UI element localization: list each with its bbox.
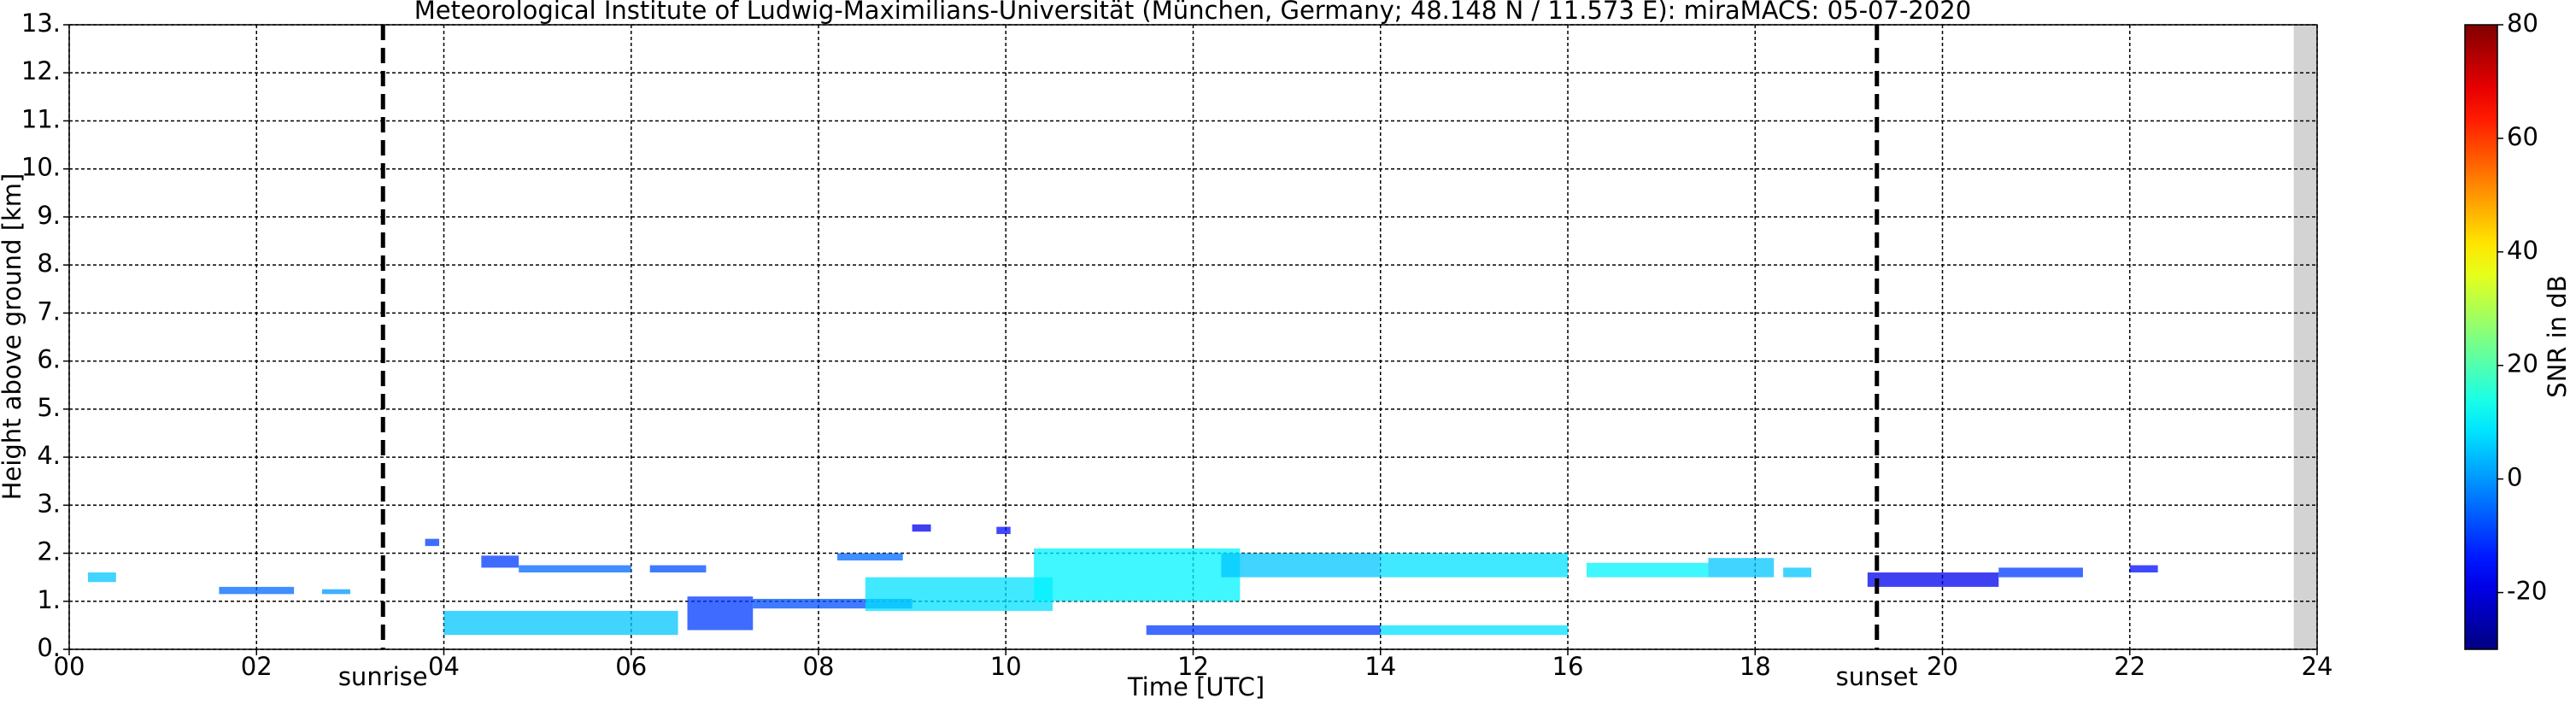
y-tick-label: 6. (37, 345, 61, 374)
x-tick-label: 12 (1177, 652, 1209, 681)
echo (1998, 567, 2083, 578)
y-tick-label: 1. (37, 585, 61, 614)
y-tick-label: 2. (37, 537, 61, 566)
colorbar-tick-label: 20 (2507, 349, 2538, 378)
y-tick-label: 8. (37, 249, 61, 278)
x-tick-label: 00 (54, 652, 85, 681)
echo (1221, 553, 1381, 578)
echo (87, 572, 116, 583)
colorbar-tick-label: 0 (2507, 463, 2522, 492)
echo (1867, 572, 1999, 587)
echo (649, 565, 707, 573)
echo (2129, 565, 2158, 573)
echo (836, 553, 903, 560)
chart-title: Meteorological Institute of Ludwig-Maxim… (414, 0, 1971, 25)
x-tick-label: 10 (990, 652, 1022, 681)
x-tick-label: 14 (1364, 652, 1396, 681)
echo (321, 589, 350, 595)
colorbar (2464, 24, 2498, 650)
echo (687, 596, 754, 631)
echo (753, 598, 912, 609)
y-tick-label: 7. (37, 296, 61, 326)
echo (519, 565, 631, 573)
x-tick-label: 20 (1927, 652, 1958, 681)
echo (1034, 548, 1241, 601)
sun-label: sunrise (338, 662, 428, 691)
colorbar-label: SNR in dB (2543, 275, 2572, 397)
x-tick-label: 16 (1552, 652, 1584, 681)
plot-frame (68, 24, 2318, 650)
y-tick-label: 13. (21, 9, 61, 38)
no-data-region (2293, 25, 2317, 649)
sun-label: sunset (1836, 662, 1918, 691)
x-axis-label: Time [UTC] (1127, 672, 1265, 701)
colorbar-tick-label: -20 (2507, 577, 2547, 606)
echo (1380, 553, 1568, 578)
x-tick-label: 04 (428, 652, 460, 681)
x-tick-label: 06 (615, 652, 647, 681)
echo (1783, 567, 1812, 578)
y-tick-label: 0. (37, 633, 61, 662)
colorbar-tick-label: 80 (2507, 9, 2538, 38)
y-tick-label: 9. (37, 201, 61, 230)
x-tick-label: 22 (2114, 652, 2145, 681)
echo (996, 526, 1011, 535)
y-tick-label: 10. (21, 153, 61, 182)
echo (219, 586, 295, 595)
x-tick-label: 02 (241, 652, 273, 681)
echo (865, 577, 1053, 612)
echo (1146, 625, 1381, 636)
echo (481, 555, 519, 568)
x-tick-label: 08 (803, 652, 835, 681)
colorbar-tick-label: 60 (2507, 122, 2538, 151)
echo (912, 524, 931, 532)
y-tick-label: 11. (21, 104, 61, 133)
colorbar-tick-label: 40 (2507, 236, 2538, 265)
echo (1708, 558, 1775, 578)
y-tick-label: 5. (37, 393, 61, 422)
echo (443, 611, 678, 636)
echo (1586, 562, 1709, 578)
y-tick-label: 12. (21, 56, 61, 85)
y-axis-label: Height above ground [km] (0, 173, 26, 501)
y-tick-label: 3. (37, 489, 61, 518)
echo (425, 538, 440, 547)
x-tick-label: 24 (2302, 652, 2333, 681)
echo (1380, 625, 1568, 636)
y-tick-label: 4. (37, 441, 61, 470)
x-tick-label: 18 (1740, 652, 1771, 681)
